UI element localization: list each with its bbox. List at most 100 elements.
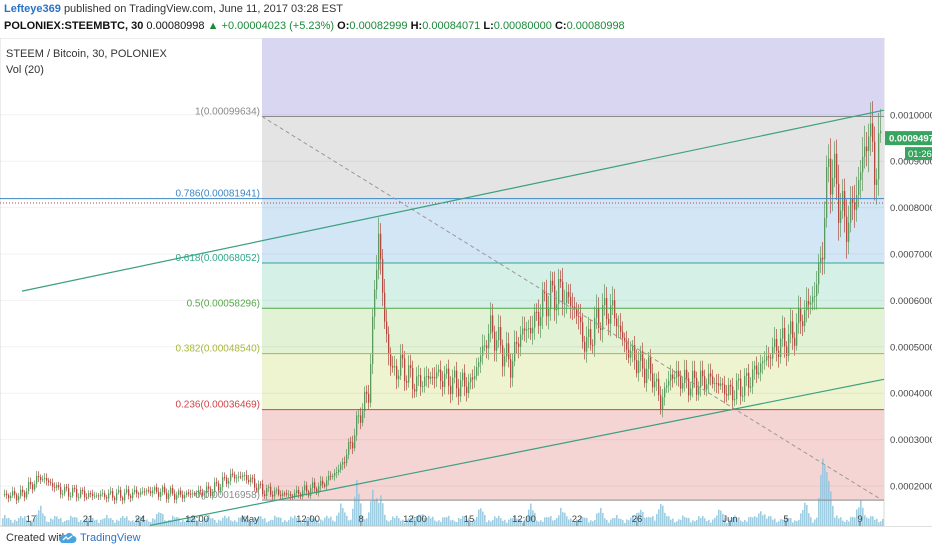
candle-body <box>588 329 590 338</box>
volume-bar <box>866 517 868 526</box>
candle-body <box>90 493 92 495</box>
candle-body <box>548 308 550 317</box>
volume-bar <box>682 515 684 526</box>
volume-bar <box>844 521 846 526</box>
candle-body <box>540 316 542 326</box>
volume-bar <box>794 520 796 526</box>
channel-upper-line <box>21 109 885 292</box>
volume-bar <box>668 516 670 526</box>
price-axis[interactable]: 0.00020000 0.00030000 0.00040000 0.00050000… <box>890 110 932 492</box>
candle-body <box>738 378 740 381</box>
candle-body <box>70 495 72 497</box>
price-chart[interactable]: 1(0.00099634) 0.786(0.00081941) 0.618(0.00… <box>0 38 932 526</box>
volume-bar <box>778 521 780 526</box>
volume-bar <box>208 515 210 526</box>
volume-bar <box>828 480 830 526</box>
volume-bar <box>444 517 446 526</box>
candle-body <box>106 496 108 499</box>
volume-bar <box>78 521 80 526</box>
candle-body <box>538 312 540 326</box>
volume-bar <box>6 518 8 526</box>
volume-bar <box>736 518 738 526</box>
candle-body <box>470 377 472 383</box>
volume-bar <box>288 520 290 526</box>
candle-body <box>174 493 176 500</box>
candle-body <box>486 345 488 349</box>
candle-body <box>250 477 252 483</box>
candle-body <box>646 368 648 384</box>
candle-body <box>562 281 564 304</box>
volume-bar <box>346 515 348 526</box>
candle-body <box>702 370 704 377</box>
candle-body <box>590 329 592 345</box>
volume-bar <box>358 493 360 526</box>
fib-band-0.618 <box>262 263 884 309</box>
volume-bar <box>170 520 172 526</box>
volume-bar <box>768 516 770 526</box>
candle-body <box>184 495 186 499</box>
volume-bar <box>770 516 772 526</box>
candle-body <box>210 488 212 496</box>
candle-body <box>696 377 698 395</box>
volume-bar <box>124 518 126 526</box>
author-link[interactable]: Lefteye369 <box>4 3 61 15</box>
volume-bar <box>264 518 266 526</box>
volume-bar <box>134 522 136 526</box>
volume-bar <box>18 517 20 526</box>
volume-bar <box>782 519 784 526</box>
candle-body <box>142 491 144 493</box>
volume-bar <box>352 508 354 526</box>
candle-body <box>424 376 426 387</box>
volume-bar <box>470 522 472 526</box>
volume-bar <box>266 522 268 526</box>
candle-body <box>572 306 574 308</box>
candle-body <box>510 359 512 378</box>
volume-bar <box>180 521 182 526</box>
candle-body <box>140 491 142 495</box>
candle-body <box>818 262 820 285</box>
volume-bar <box>880 521 882 526</box>
candle-body <box>532 327 534 334</box>
candle-body <box>754 365 756 370</box>
candle-body <box>466 386 468 394</box>
time-axis[interactable]: 17 21 24 12:00 May 12:00 8 12:00 15 12:00 22 26 Jun 5… <box>26 514 863 526</box>
candle-body <box>40 477 42 480</box>
volume-bar <box>878 522 880 526</box>
volume-bar <box>98 522 100 526</box>
volume-bar <box>376 498 378 526</box>
candle-body <box>796 323 798 346</box>
volume-bar <box>764 514 766 526</box>
candle-body <box>798 308 800 324</box>
candle-body <box>524 328 526 331</box>
candle-body <box>790 321 792 334</box>
candle-body <box>432 376 434 378</box>
candle-body <box>298 490 300 494</box>
candle-body <box>482 345 484 356</box>
volume-bar <box>310 515 312 526</box>
volume-bar <box>58 518 60 526</box>
x-tick-label: 5 <box>783 514 788 525</box>
volume-bar <box>116 519 118 526</box>
volume-bar <box>746 521 748 526</box>
candle-body <box>176 495 178 500</box>
volume-bar <box>316 520 318 526</box>
candle-body <box>230 473 232 481</box>
candle-body <box>528 328 530 330</box>
candle-body <box>378 233 380 270</box>
volume-bar <box>44 515 46 526</box>
tradingview-link[interactable]: TradingView <box>80 532 141 544</box>
candle-body <box>92 493 94 497</box>
volume-bar <box>734 515 736 526</box>
volume-bar <box>250 521 252 526</box>
drawing-lines[interactable] <box>0 109 885 526</box>
volume-bar <box>644 517 646 526</box>
volume-bar <box>646 517 648 526</box>
volume-bar <box>216 522 218 526</box>
volume-bar <box>176 517 178 526</box>
candle-body <box>10 495 12 499</box>
volume-bar <box>628 520 630 526</box>
candle-body <box>46 477 48 481</box>
volume-bar <box>200 522 202 526</box>
volume-bar <box>38 510 40 526</box>
candle-body <box>820 257 822 263</box>
